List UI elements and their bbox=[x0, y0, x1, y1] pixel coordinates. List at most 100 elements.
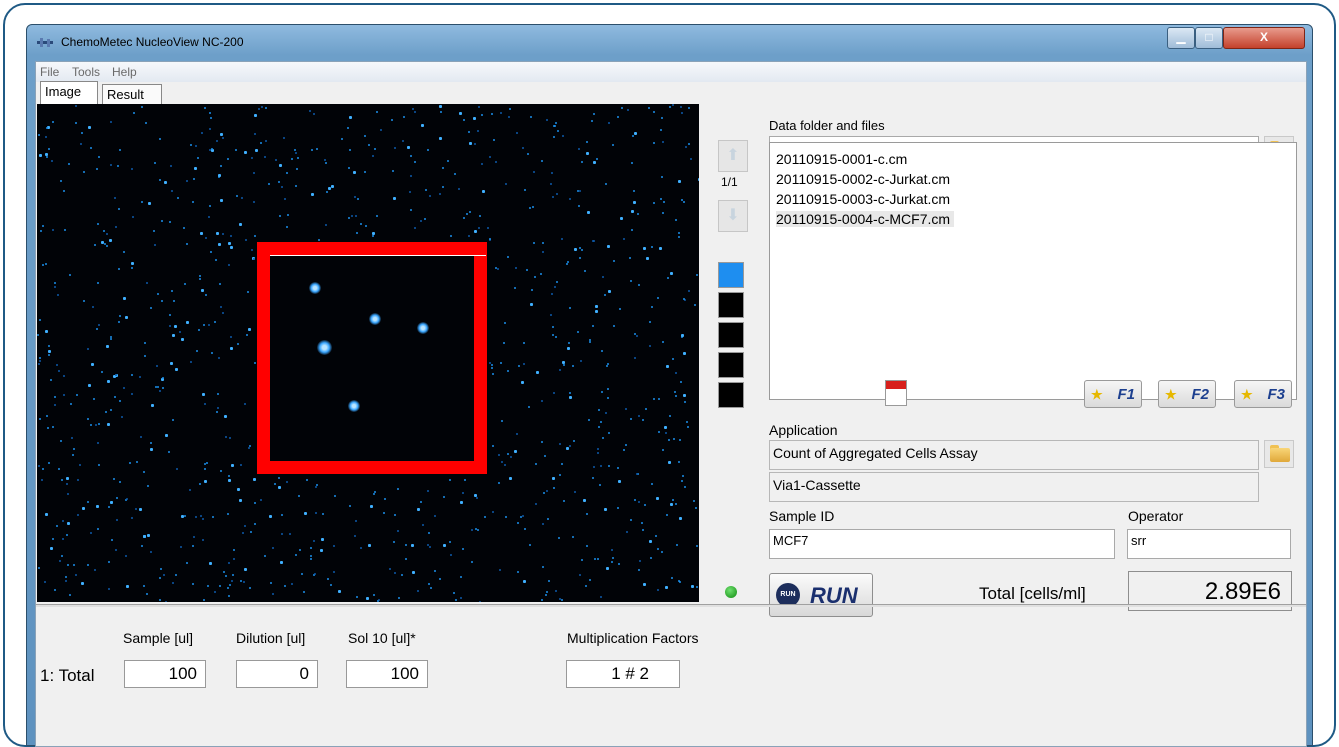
cell-speck bbox=[153, 230, 155, 232]
favorite-f1-button[interactable]: ★ F1 bbox=[1084, 380, 1142, 408]
menu-help[interactable]: Help bbox=[112, 65, 137, 79]
cell-speck bbox=[355, 215, 357, 217]
cell-speck bbox=[561, 599, 563, 601]
cell-speck bbox=[220, 306, 222, 308]
favorite-f2-button[interactable]: ★ F2 bbox=[1158, 380, 1216, 408]
cell-speck bbox=[232, 574, 234, 576]
cell-speck bbox=[115, 226, 117, 228]
cell-speck bbox=[410, 175, 412, 177]
cell-speck bbox=[688, 143, 690, 145]
close-button[interactable]: X bbox=[1223, 27, 1305, 49]
cell-speck bbox=[440, 111, 442, 113]
menu-file[interactable]: File bbox=[40, 65, 60, 79]
cell-speck bbox=[638, 415, 640, 417]
cell-speck bbox=[139, 508, 142, 511]
cell-speck bbox=[593, 240, 595, 242]
cell-speck bbox=[501, 461, 503, 463]
cell-speck bbox=[46, 415, 48, 417]
cell-speck bbox=[313, 574, 315, 576]
cell-speck bbox=[190, 144, 192, 146]
cell-speck bbox=[54, 404, 56, 406]
cell-speck bbox=[101, 371, 103, 373]
cell-speck bbox=[661, 117, 663, 119]
menu-bar: File Tools Help bbox=[36, 62, 1306, 82]
browse-assay-button[interactable] bbox=[1264, 440, 1294, 468]
channel-button-2[interactable] bbox=[718, 292, 744, 318]
cell-speck bbox=[115, 374, 117, 376]
cell-speck bbox=[556, 193, 558, 195]
maximize-button[interactable]: □ bbox=[1195, 27, 1223, 49]
cassette-field[interactable]: Via1-Cassette bbox=[769, 472, 1259, 502]
cell-speck bbox=[522, 515, 524, 517]
sol-input[interactable]: 100 bbox=[346, 660, 428, 688]
cell-speck bbox=[139, 376, 141, 378]
channel-button-1[interactable] bbox=[718, 262, 744, 288]
menu-tools[interactable]: Tools bbox=[72, 65, 101, 79]
multiplication-factor-input[interactable]: 1 # 2 bbox=[566, 660, 680, 688]
cell-speck bbox=[284, 585, 286, 587]
file-item-selected[interactable]: 20110915-0004-c-MCF7.cm bbox=[776, 211, 955, 227]
cell-speck bbox=[631, 229, 633, 231]
cell-speck bbox=[172, 419, 174, 421]
file-item[interactable]: 20110915-0001-c.cm bbox=[776, 151, 908, 167]
cell-speck bbox=[505, 516, 507, 518]
tab-image[interactable]: Image bbox=[40, 81, 98, 104]
cell-speck bbox=[479, 601, 481, 602]
cell-speck bbox=[581, 559, 583, 561]
cell-speck bbox=[96, 505, 99, 508]
cell-speck bbox=[656, 497, 659, 500]
total-label: Total [cells/ml] bbox=[979, 584, 1086, 603]
cell-speck bbox=[123, 297, 126, 300]
cell-speck bbox=[208, 216, 210, 218]
cell-speck bbox=[194, 167, 197, 170]
cell-speck bbox=[475, 528, 477, 530]
cell-speck bbox=[625, 408, 627, 410]
run-button[interactable]: RUN RUN bbox=[769, 573, 873, 617]
cell-speck bbox=[403, 116, 405, 118]
cell-speck bbox=[39, 319, 41, 321]
cell-speck bbox=[216, 411, 218, 413]
channel-button-3[interactable] bbox=[718, 322, 744, 348]
channel-button-5[interactable] bbox=[718, 382, 744, 408]
cell-speck bbox=[412, 108, 414, 110]
cell-speck bbox=[682, 475, 684, 477]
cell-speck bbox=[202, 393, 205, 396]
cell-speck bbox=[281, 186, 283, 188]
pdf-icon[interactable] bbox=[885, 380, 907, 406]
file-list[interactable]: 20110915-0001-c.cm 20110915-0002-c-Jurka… bbox=[769, 142, 1297, 400]
minimize-button[interactable]: ▁ bbox=[1167, 27, 1195, 49]
favorite-f3-button[interactable]: ★ F3 bbox=[1234, 380, 1292, 408]
cell-speck bbox=[454, 173, 456, 175]
cell-speck bbox=[389, 568, 391, 570]
cell-speck bbox=[686, 421, 688, 423]
cell-speck bbox=[595, 310, 598, 313]
cell-speck bbox=[116, 497, 118, 499]
assay-field[interactable]: Count of Aggregated Cells Assay bbox=[769, 440, 1259, 470]
cell-speck bbox=[325, 162, 327, 164]
cell-speck bbox=[463, 217, 465, 219]
cell-speck bbox=[286, 481, 288, 483]
down-arrow-icon[interactable]: ⬇ bbox=[718, 200, 748, 232]
operator-input[interactable]: srr bbox=[1127, 529, 1291, 559]
zoom-region-box bbox=[257, 242, 487, 474]
cell-speck bbox=[209, 128, 211, 130]
cell-speck bbox=[195, 516, 197, 518]
file-item[interactable]: 20110915-0002-c-Jurkat.cm bbox=[776, 171, 951, 187]
cell-speck bbox=[331, 185, 334, 188]
up-arrow-icon[interactable]: ⬆ bbox=[718, 140, 748, 172]
file-item[interactable]: 20110915-0003-c-Jurkat.cm bbox=[776, 191, 951, 207]
tab-result[interactable]: Result bbox=[102, 84, 162, 104]
cell-speck bbox=[684, 299, 686, 301]
sample-volume-input[interactable]: 100 bbox=[124, 660, 206, 688]
cell-speck bbox=[244, 568, 247, 571]
cell-speck bbox=[101, 241, 104, 244]
channel-button-4[interactable] bbox=[718, 352, 744, 378]
cell-speck bbox=[281, 514, 283, 516]
sample-id-input[interactable]: MCF7 bbox=[769, 529, 1115, 559]
cell-image-view[interactable] bbox=[37, 104, 699, 602]
cell-speck bbox=[674, 391, 676, 393]
cell-speck bbox=[631, 210, 634, 213]
dilution-input[interactable]: 0 bbox=[236, 660, 318, 688]
cell-speck bbox=[618, 480, 621, 483]
cell-speck bbox=[313, 540, 315, 542]
